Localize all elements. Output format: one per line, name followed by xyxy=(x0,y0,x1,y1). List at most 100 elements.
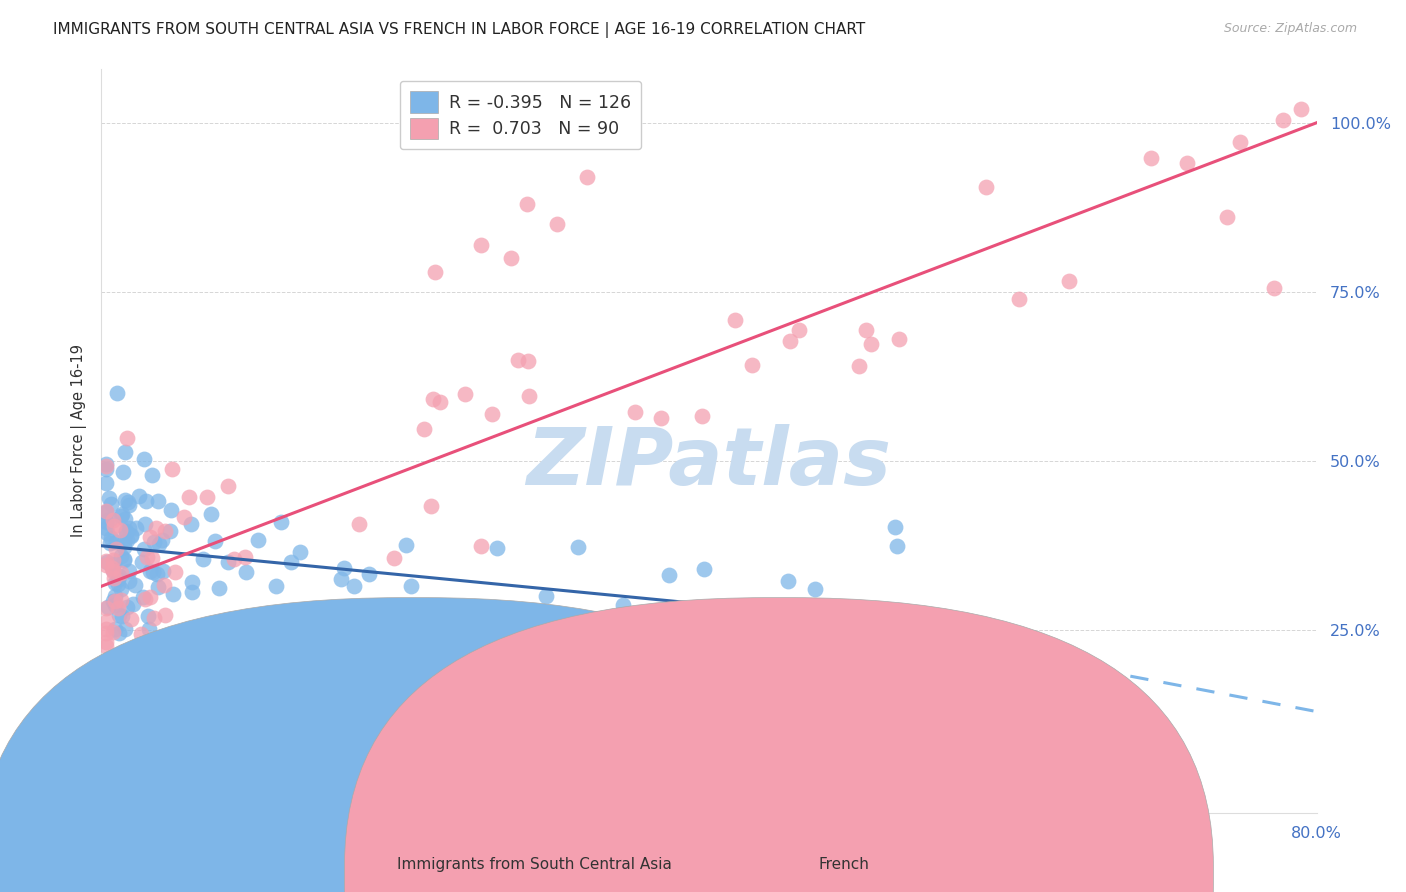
Point xyxy=(208,581,231,595)
Point xyxy=(115,524,138,539)
Point xyxy=(105,386,128,401)
Point xyxy=(132,591,155,605)
Point xyxy=(329,572,352,586)
Point xyxy=(197,623,219,637)
Point xyxy=(115,657,138,672)
Point xyxy=(114,524,136,539)
Point xyxy=(181,584,204,599)
Point xyxy=(558,610,581,624)
Point xyxy=(138,590,160,604)
Point xyxy=(222,552,245,566)
Point xyxy=(803,582,825,596)
Point xyxy=(120,529,142,543)
Point xyxy=(112,553,135,567)
Point xyxy=(974,180,997,194)
Point xyxy=(1216,210,1239,224)
Point xyxy=(108,523,131,537)
Point xyxy=(270,515,292,529)
Point xyxy=(110,549,132,564)
Point xyxy=(1059,274,1081,288)
Point xyxy=(135,494,157,508)
Point xyxy=(399,579,422,593)
Point xyxy=(173,509,195,524)
Point xyxy=(429,394,451,409)
Point xyxy=(97,491,120,506)
Point xyxy=(98,511,121,525)
Point xyxy=(141,551,163,566)
Point xyxy=(576,169,599,184)
Point xyxy=(129,657,152,672)
Point xyxy=(567,541,589,555)
Point xyxy=(148,537,170,551)
Point xyxy=(118,520,141,534)
Point xyxy=(110,508,132,523)
Point xyxy=(111,609,134,624)
Point xyxy=(132,452,155,467)
Point xyxy=(153,524,176,539)
Point xyxy=(855,322,877,336)
Point xyxy=(200,508,222,522)
Point xyxy=(145,521,167,535)
Point xyxy=(887,332,910,346)
Point xyxy=(470,539,492,553)
Point xyxy=(1140,151,1163,165)
Point xyxy=(290,545,312,559)
Point xyxy=(692,562,714,576)
Point xyxy=(692,409,714,423)
Point xyxy=(787,323,810,337)
Point xyxy=(114,493,136,508)
Point xyxy=(153,607,176,622)
Point xyxy=(828,615,851,630)
Point xyxy=(197,490,219,504)
Text: ZIPatlas: ZIPatlas xyxy=(526,425,891,502)
Point xyxy=(357,566,380,581)
Point xyxy=(264,578,287,592)
Point xyxy=(160,503,183,517)
Point xyxy=(117,495,139,509)
Point xyxy=(104,590,127,604)
Point xyxy=(128,489,150,503)
Point xyxy=(884,520,907,534)
Point xyxy=(841,605,863,619)
Point xyxy=(233,549,256,564)
Point xyxy=(546,217,568,231)
Point xyxy=(107,601,129,615)
Point xyxy=(97,599,120,614)
Point xyxy=(516,354,538,368)
Text: Source: ZipAtlas.com: Source: ZipAtlas.com xyxy=(1223,22,1357,36)
Point xyxy=(131,555,153,569)
Point xyxy=(762,617,785,632)
Point xyxy=(1008,293,1031,307)
Point xyxy=(125,521,148,535)
Point xyxy=(103,563,125,577)
Point xyxy=(103,519,125,533)
Point xyxy=(142,534,165,549)
Text: French: French xyxy=(818,857,869,872)
Point xyxy=(789,690,811,705)
Point xyxy=(118,574,141,589)
Point xyxy=(96,555,118,569)
Point xyxy=(740,756,762,770)
Point xyxy=(134,592,156,607)
Point xyxy=(1263,281,1285,295)
Point xyxy=(112,465,135,479)
Point xyxy=(650,410,672,425)
Point xyxy=(280,556,302,570)
Point xyxy=(101,553,124,567)
Point xyxy=(101,512,124,526)
Point xyxy=(658,567,681,582)
Point xyxy=(529,607,551,621)
Point xyxy=(146,494,169,508)
Point xyxy=(134,517,156,532)
Point xyxy=(148,580,170,594)
Point xyxy=(111,508,134,522)
Point xyxy=(104,599,127,613)
Point xyxy=(235,566,257,580)
Point xyxy=(115,431,138,445)
Point xyxy=(153,578,176,592)
Point xyxy=(103,625,125,640)
Point xyxy=(114,622,136,636)
Point xyxy=(422,392,444,407)
Point xyxy=(217,555,239,569)
Point xyxy=(382,551,405,566)
